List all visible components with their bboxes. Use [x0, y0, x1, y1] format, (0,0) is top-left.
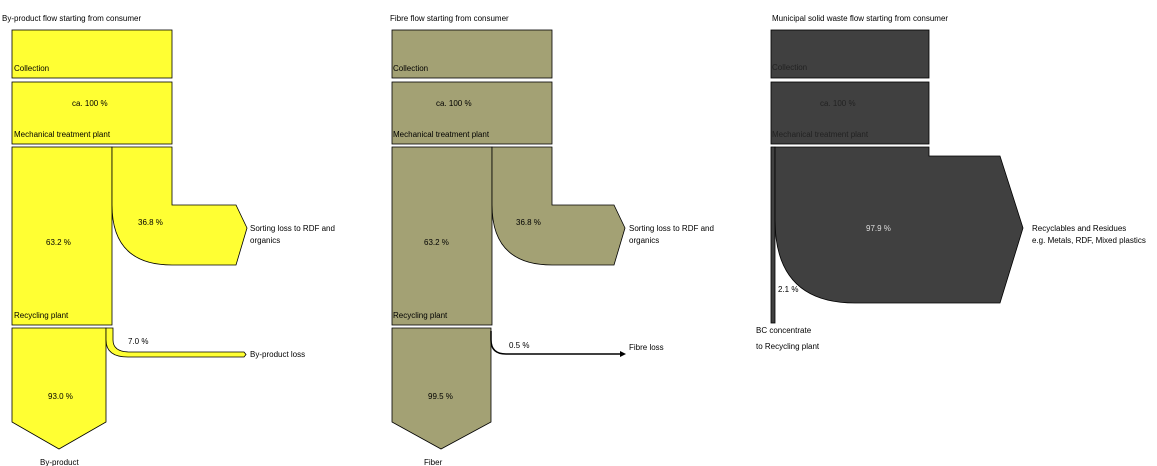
fibre-side-label-line1: Sorting loss to RDF and: [629, 224, 714, 233]
fibre-loss-label: Fibre loss: [629, 343, 664, 352]
byproduct-loss-value: 7.0 %: [128, 337, 148, 346]
msw-flow-diagram: Municipal solid waste flow starting from…: [756, 14, 1146, 351]
byproduct-side-label-line1: Sorting loss to RDF and: [250, 224, 335, 233]
msw-collection-share: ca. 100 %: [820, 99, 856, 108]
byproduct-main-value: 63.2 %: [46, 238, 71, 247]
byproduct-output-label: By-product: [40, 458, 79, 466]
msw-title: Municipal solid waste flow starting from…: [772, 14, 948, 23]
msw-main-stream: [774, 146, 1024, 304]
fibre-output-stream: [391, 327, 492, 450]
msw-side-label-line1: Recyclables and Residues: [1032, 224, 1126, 233]
fibre-main-stream: [391, 146, 493, 326]
msw-output-line2: to Recycling plant: [756, 342, 820, 351]
fibre-loss-arrowhead: [620, 351, 626, 357]
fibre-collection-box: [391, 29, 553, 79]
byproduct-side-label-line2: organics: [250, 236, 280, 245]
byproduct-mechanical-label: Mechanical treatment plant: [14, 130, 111, 139]
byproduct-output-stream: [11, 327, 107, 450]
fibre-mechanical-box: [391, 81, 553, 145]
fibre-recycling-label: Recycling plant: [393, 311, 448, 320]
msw-collection-label: Collection: [772, 63, 807, 72]
fibre-final-value: 99.5 %: [428, 392, 453, 401]
msw-collection-box: [770, 29, 930, 79]
byproduct-collection-share: ca. 100 %: [72, 99, 108, 108]
byproduct-mechanical-box: [11, 81, 173, 145]
byproduct-main-stream: [11, 146, 113, 326]
msw-mechanical-box: [770, 81, 930, 145]
byproduct-recycling-label: Recycling plant: [14, 311, 69, 320]
fibre-loss-stream: [490, 331, 622, 355]
byproduct-title: By-product flow starting from consumer: [2, 14, 141, 23]
fibre-loss-value: 0.5 %: [509, 341, 529, 350]
byproduct-flow-diagram: By-product flow starting from consumer C…: [2, 14, 335, 466]
fibre-collection-share: ca. 100 %: [436, 99, 472, 108]
msw-minor-stream: [770, 146, 776, 324]
fibre-flow-diagram: Fibre flow starting from consumer Collec…: [390, 14, 714, 466]
msw-mechanical-label: Mechanical treatment plant: [772, 130, 869, 139]
fibre-title: Fibre flow starting from consumer: [390, 14, 509, 23]
byproduct-sorting-loss-stream: [111, 146, 248, 266]
fibre-side-value: 36.8 %: [516, 218, 541, 227]
byproduct-side-value: 36.8 %: [138, 218, 163, 227]
fibre-sorting-loss-stream: [491, 146, 626, 266]
fibre-collection-label: Collection: [393, 64, 428, 73]
byproduct-loss-label: By-product loss: [250, 350, 305, 359]
msw-main-value: 97.9 %: [866, 224, 891, 233]
byproduct-collection-label: Collection: [14, 64, 49, 73]
byproduct-loss-stream: [105, 327, 247, 358]
msw-side-label-line2: e.g. Metals, RDF, Mixed plastics: [1032, 236, 1146, 245]
fibre-main-value: 63.2 %: [424, 238, 449, 247]
byproduct-collection-box: [11, 29, 173, 79]
fibre-side-label-line2: organics: [629, 236, 659, 245]
byproduct-final-value: 93.0 %: [48, 392, 73, 401]
msw-minor-value: 2.1 %: [778, 285, 798, 294]
fibre-output-label: Fiber: [424, 458, 443, 466]
fibre-mechanical-label: Mechanical treatment plant: [393, 130, 490, 139]
msw-output-line1: BC concentrate: [756, 326, 812, 335]
